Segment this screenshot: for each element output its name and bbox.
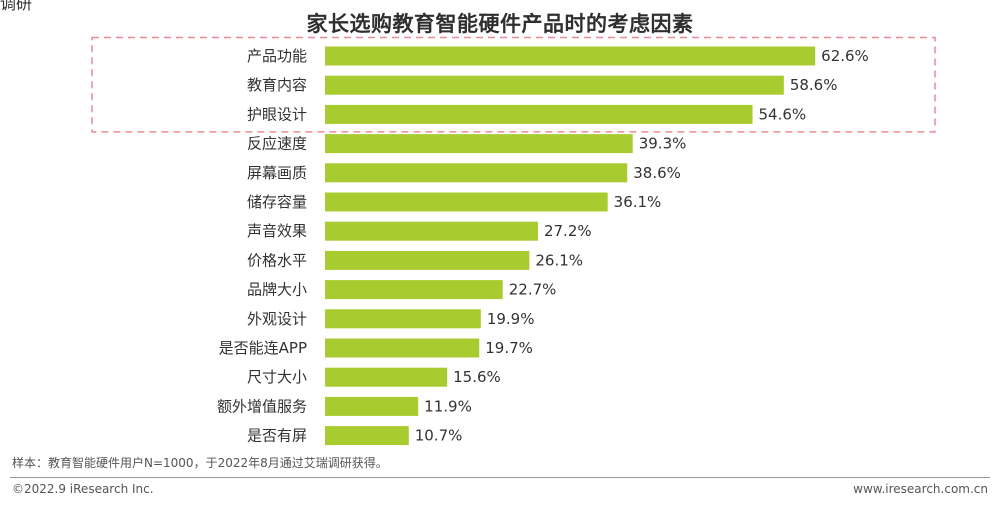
category-label: 产品功能 — [247, 47, 307, 65]
chart-title: 家长选购教育智能硬件产品时的考虑因素 — [306, 12, 694, 36]
value-label: 19.9% — [487, 310, 535, 328]
page-header-fragment: 调研 — [0, 0, 33, 13]
value-label: 27.2% — [544, 222, 592, 240]
category-label: 储存容量 — [247, 193, 307, 211]
value-label: 15.6% — [453, 368, 501, 386]
category-label: 是否能连APP — [219, 339, 307, 357]
bar — [325, 46, 816, 66]
bar — [325, 104, 753, 124]
category-label: 是否有屏 — [247, 427, 307, 445]
category-label: 价格水平 — [247, 251, 307, 269]
category-label: 尺寸大小 — [247, 368, 307, 386]
bar — [325, 250, 530, 270]
bar — [325, 338, 480, 358]
value-label: 26.1% — [535, 251, 583, 269]
highlight-box — [91, 36, 936, 133]
sample-note: 样本：教育智能硬件用户N=1000，于2022年8月通过艾瑞调研获得。 — [12, 456, 388, 470]
copyright-text: ©2022.9 iResearch Inc. — [12, 482, 154, 496]
bar — [325, 309, 481, 329]
category-label: 外观设计 — [247, 310, 307, 328]
website-link[interactable]: www.iresearch.com.cn — [853, 482, 988, 496]
category-label: 品牌大小 — [247, 281, 307, 299]
value-label: 58.6% — [790, 76, 838, 94]
category-label: 教育内容 — [247, 76, 307, 94]
bar — [325, 280, 503, 300]
category-label: 声音效果 — [247, 222, 307, 240]
value-label: 22.7% — [509, 281, 557, 299]
footer-divider — [10, 477, 990, 478]
value-label: 36.1% — [614, 193, 662, 211]
bar — [325, 396, 419, 416]
category-label: 额外增值服务 — [217, 397, 307, 415]
category-label: 屏幕画质 — [247, 164, 307, 182]
bar — [325, 163, 628, 183]
value-label: 62.6% — [821, 47, 869, 65]
value-label: 38.6% — [633, 164, 681, 182]
value-label: 54.6% — [759, 105, 807, 123]
bar — [325, 192, 608, 212]
bar — [325, 75, 784, 95]
bar — [325, 367, 448, 387]
bar — [325, 221, 538, 241]
category-label: 反应速度 — [247, 135, 307, 153]
value-label: 19.7% — [485, 339, 533, 357]
value-label: 10.7% — [415, 427, 463, 445]
category-label: 护眼设计 — [247, 105, 307, 123]
value-label: 11.9% — [424, 397, 472, 415]
value-label: 39.3% — [639, 135, 687, 153]
bar — [325, 426, 409, 446]
bar — [325, 134, 633, 154]
